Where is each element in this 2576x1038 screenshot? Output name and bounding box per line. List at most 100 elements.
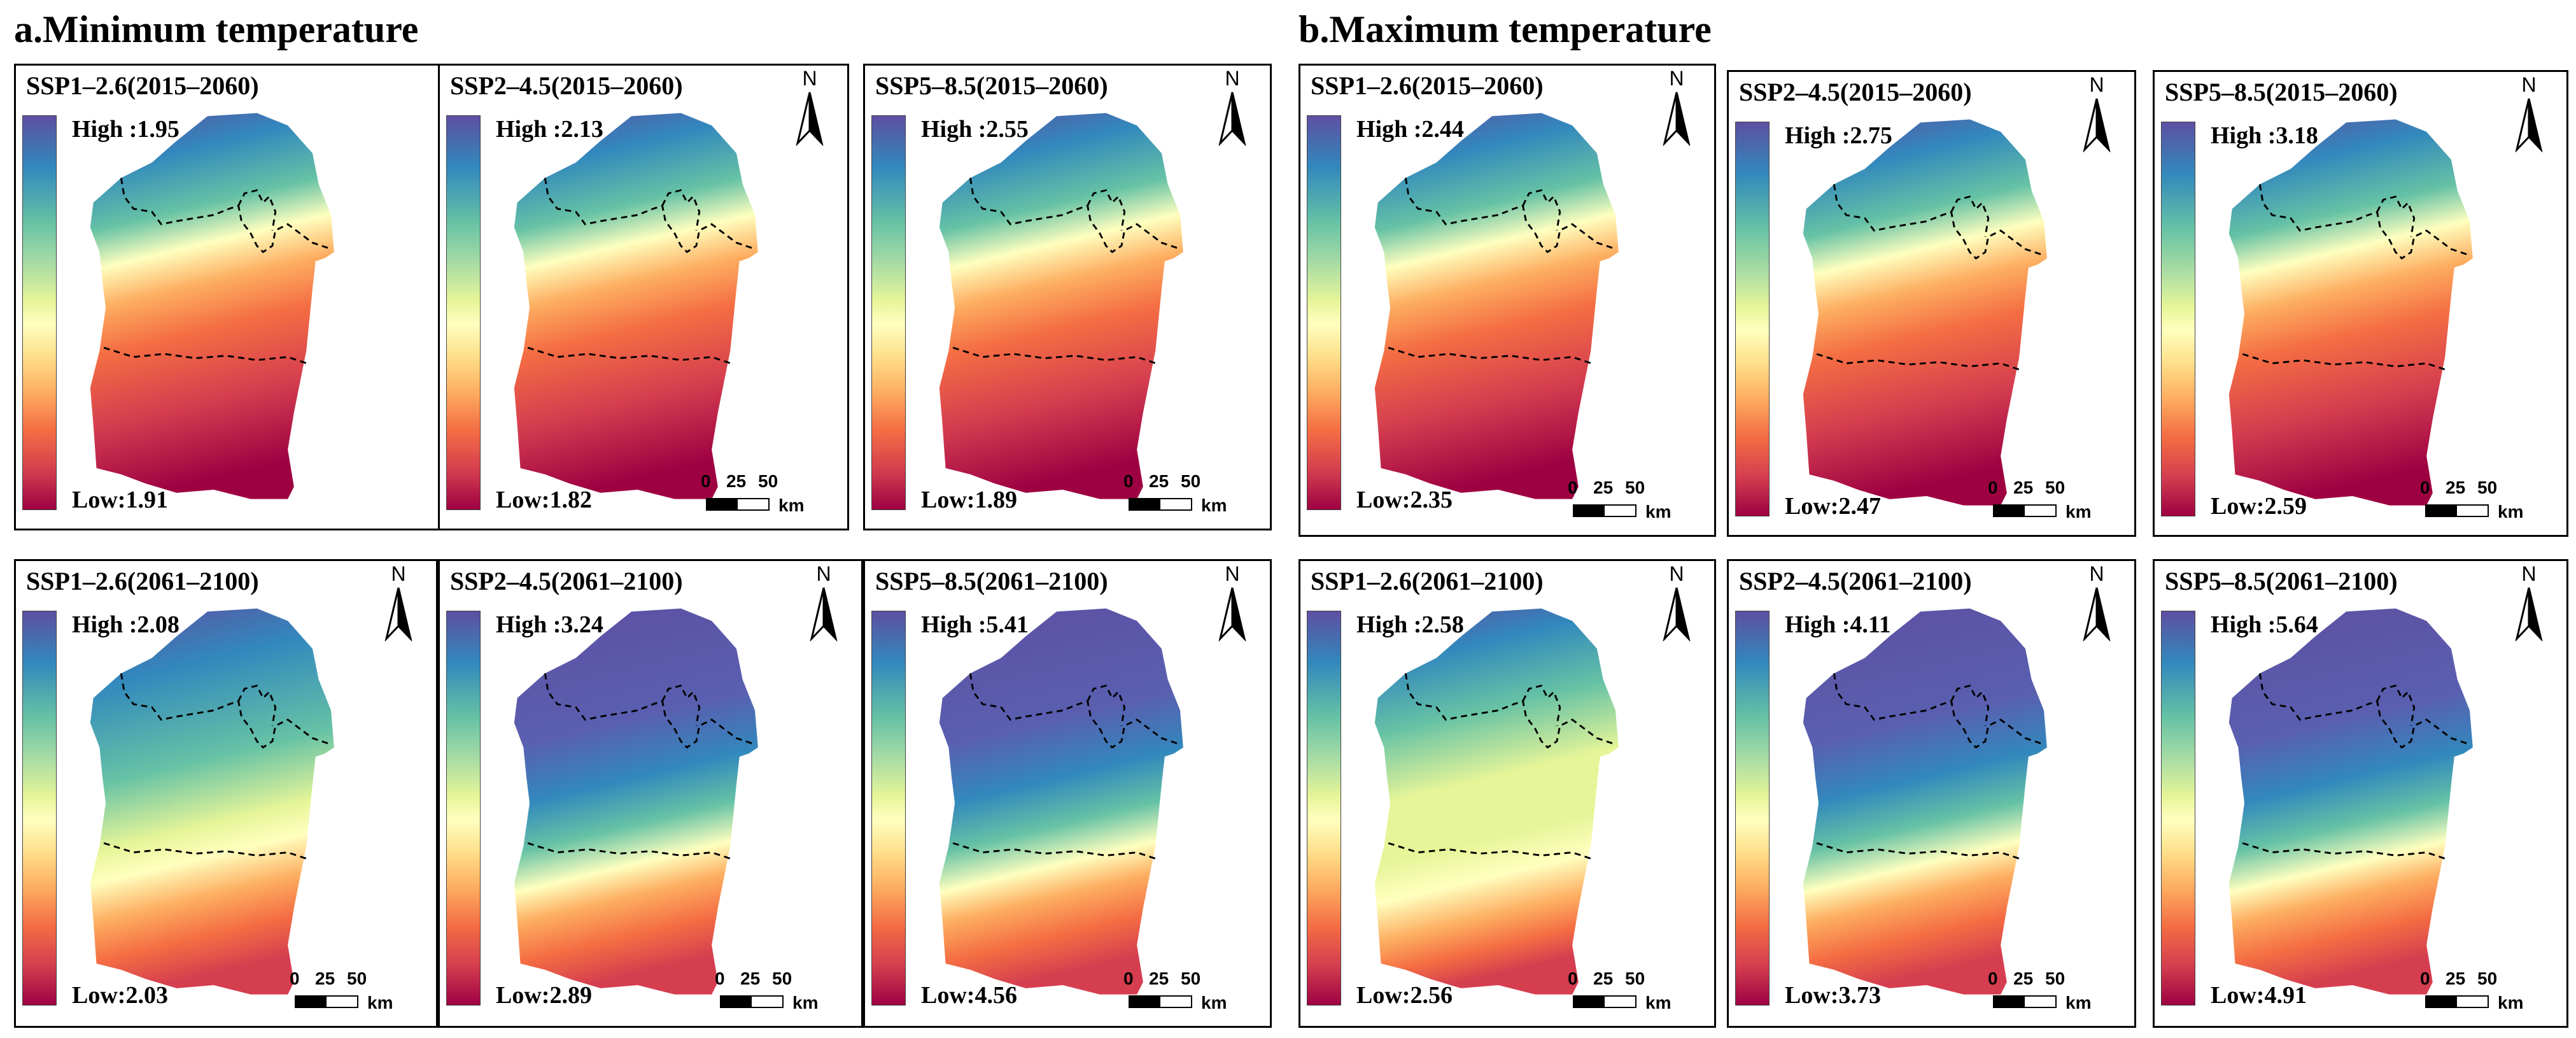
scale-number: 25	[1593, 478, 1614, 497]
legend-high-label: High :5.41	[921, 611, 1029, 638]
district-boundary	[1950, 685, 1990, 727]
section-title-min: a.Minimum temperature	[14, 8, 419, 50]
scale-bar-graphic	[1993, 504, 2057, 517]
district-boundary	[1522, 685, 1561, 727]
region-fill	[1803, 119, 2047, 506]
district-boundary	[527, 346, 731, 364]
scale-unit: km	[1201, 993, 1227, 1013]
scale-bar-graphic	[2425, 995, 2489, 1008]
district-boundary	[1522, 189, 1561, 231]
region-map	[1803, 608, 2047, 995]
legend-low-label: Low:2.03	[72, 982, 168, 1009]
scale-bar-graphic	[1129, 498, 1192, 511]
scale-bar-graphic	[2425, 504, 2489, 517]
legend-color-bar	[1307, 115, 1341, 510]
region-map	[514, 608, 758, 995]
scale-number: 0	[2420, 478, 2430, 497]
legend-high-label: High :1.95	[72, 116, 179, 143]
district-boundary	[1833, 673, 2045, 749]
region-map	[2228, 608, 2473, 995]
legend-low-label: Low:1.82	[496, 487, 592, 513]
legend-high-label: High :2.58	[1356, 611, 1464, 638]
district-boundary	[2258, 673, 2470, 749]
legend-color-bar	[2161, 611, 2195, 1006]
north-arrow: N	[801, 562, 846, 645]
region-fill	[1374, 608, 1619, 995]
legend-low-label: Low:2.59	[2211, 493, 2307, 520]
north-label: N	[2521, 562, 2537, 585]
legend-color-bar	[446, 611, 481, 1006]
legend-high-label: High :3.18	[2211, 122, 2318, 149]
district-boundary	[661, 685, 701, 727]
section-title-max: b.Maximum temperature	[1299, 8, 1712, 50]
scale-number: 0	[715, 969, 725, 988]
north-arrow: N	[2074, 562, 2119, 645]
scale-unit: km	[1645, 502, 1672, 522]
panel-title: SSP2–4.5(2015–2060)	[1739, 78, 1972, 106]
region-map	[939, 113, 1183, 499]
scale-number: 50	[2477, 478, 2498, 497]
region-map	[90, 113, 334, 499]
north-label: N	[391, 562, 406, 585]
scale-number: 25	[740, 969, 761, 988]
district-boundary	[661, 189, 701, 231]
scale-number: 0	[1568, 478, 1578, 497]
district-boundary	[1404, 178, 1616, 253]
scale-number: 25	[315, 969, 335, 988]
scale-number: 50	[2477, 969, 2498, 988]
district-boundary	[237, 189, 277, 231]
region-map	[1374, 113, 1619, 499]
district-boundary	[1950, 196, 1990, 238]
north-arrow-icon	[1663, 92, 1691, 146]
district-boundary	[103, 346, 307, 364]
scale-unit: km	[1201, 495, 1227, 515]
scale-number: 25	[1593, 969, 1614, 988]
district-boundary	[1816, 842, 2020, 860]
scale-bar-graphic	[720, 995, 784, 1008]
district-boundary	[1816, 353, 2020, 371]
scale-number: 0	[1568, 969, 1578, 988]
region-fill	[1374, 113, 1619, 499]
scale-bar-graphic	[1129, 995, 1192, 1008]
legend-low-label: Low:2.89	[496, 982, 592, 1009]
scale-number: 0	[2420, 969, 2430, 988]
north-arrow-icon	[810, 587, 838, 641]
panel-title: SSP2–4.5(2015–2060)	[450, 71, 683, 100]
district-boundary	[237, 685, 277, 727]
legend-high-label: High :3.24	[496, 611, 603, 638]
north-arrow-icon	[1218, 92, 1246, 146]
scale-unit: km	[367, 993, 393, 1013]
north-arrow-icon	[2083, 98, 2111, 152]
scale-unit: km	[778, 495, 805, 515]
legend-color-bar	[871, 611, 906, 1006]
region-fill	[2228, 119, 2473, 506]
map-panel: SSP2–4.5(2015–2060) High :2.13 Low:1.82 N 0 2…	[438, 64, 849, 530]
scale-number: 25	[2446, 969, 2466, 988]
scale-bar-graphic	[1573, 504, 1636, 517]
scale-unit: km	[792, 993, 819, 1013]
legend-color-bar	[1735, 122, 1770, 516]
legend-color-bar	[871, 115, 906, 510]
legend-low-label: Low:4.56	[921, 982, 1017, 1009]
legend-low-label: Low:2.56	[1356, 982, 1453, 1009]
panel-title: SSP5–8.5(2061–2100)	[2165, 567, 2398, 595]
scale-number: 0	[1988, 478, 1998, 497]
scale-number: 50	[347, 969, 367, 988]
legend-high-label: High :2.13	[496, 116, 603, 143]
district-boundary	[544, 178, 756, 253]
district-boundary	[969, 178, 1181, 253]
region-fill	[90, 113, 334, 499]
scale-unit: km	[2498, 502, 2524, 522]
district-boundary	[1087, 189, 1126, 231]
north-arrow-icon	[2515, 98, 2543, 152]
panel-title: SSP5–8.5(2015–2060)	[875, 71, 1108, 100]
north-label: N	[2089, 562, 2104, 585]
scale-number: 0	[1988, 969, 1998, 988]
scale-unit: km	[2066, 502, 2092, 522]
region-fill	[514, 113, 758, 499]
